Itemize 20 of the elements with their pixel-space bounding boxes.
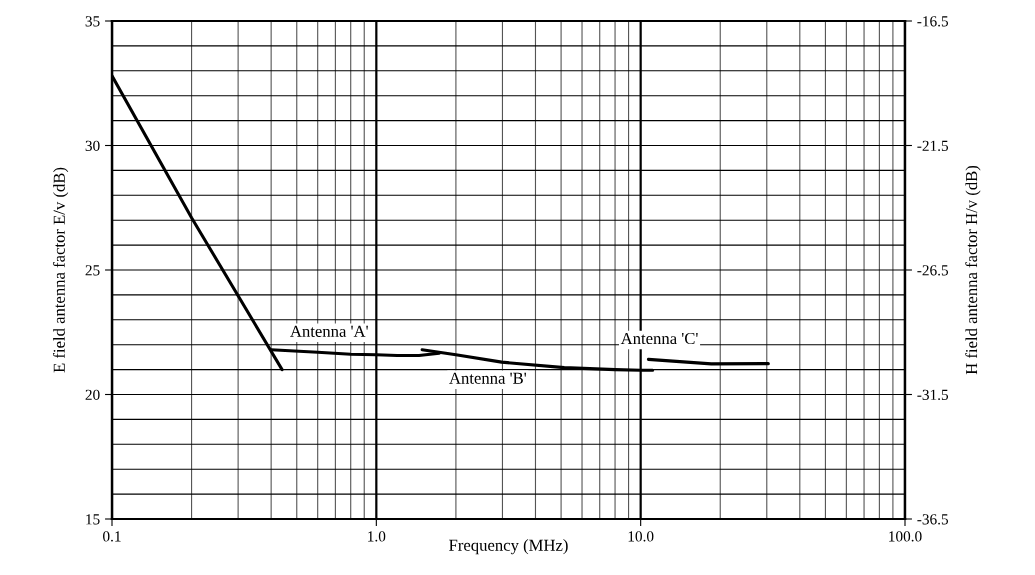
annotation: Antenna 'B'	[449, 372, 527, 384]
y2-tick-label: -36.5	[917, 514, 949, 525]
annotation: Antenna 'A'	[290, 325, 368, 337]
y-tick-label: 25	[85, 265, 100, 276]
y-tick-label: 35	[85, 16, 100, 27]
y2-tick-label: -31.5	[917, 389, 949, 401]
annotation: Antenna 'C'	[620, 332, 698, 345]
y-tick-label: 30	[85, 140, 100, 151]
y2-tick-label: -26.5	[917, 265, 949, 276]
x-tick-label: 0.1	[103, 531, 121, 542]
y-tick-label: 15	[86, 514, 100, 525]
x-tick-label: 100.0	[889, 531, 922, 542]
y2-tick-label: -21.5	[917, 140, 949, 152]
y-tick-label: 20	[85, 389, 100, 400]
x-tick-label: 1.0	[368, 531, 386, 542]
x-tick-label: 10.0	[628, 531, 654, 542]
y2-tick-label: -16.5	[917, 16, 949, 27]
y-axis-title: E field antenna factor E/v (dB)	[52, 167, 69, 373]
x-axis-title: Frequency (MHz)	[449, 539, 568, 555]
y2-axis-title: H field antenna factor H/v (dB)	[965, 165, 981, 375]
